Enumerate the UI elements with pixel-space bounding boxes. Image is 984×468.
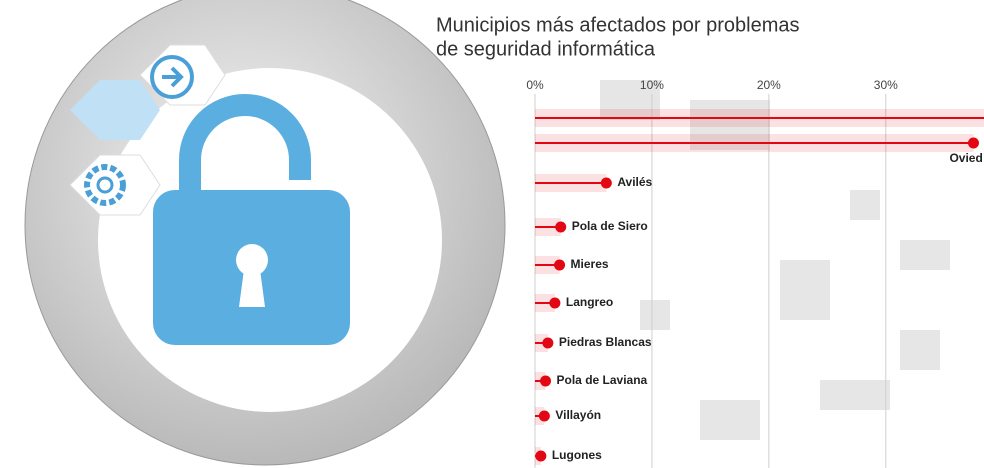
category-label: Villayón: [555, 408, 601, 422]
category-label: Piedras Blancas: [559, 335, 652, 349]
dot: [535, 450, 547, 462]
dot: [542, 337, 554, 349]
x-tick-label: 20%: [757, 78, 781, 92]
category-label: Mieres: [571, 257, 609, 271]
chart-title: de seguridad informática: [436, 38, 656, 60]
illustration: [24, 0, 506, 466]
chart-title: Municipios más afectados por problemas: [436, 14, 800, 36]
x-tick-label: 30%: [874, 78, 898, 92]
dot: [554, 259, 566, 271]
dot: [600, 177, 612, 189]
category-label: Pola de Laviana: [557, 373, 648, 387]
dot: [967, 137, 979, 149]
dot: [540, 375, 552, 387]
decoration: [600, 80, 950, 440]
category-label: Avilés: [617, 175, 652, 189]
dot: [549, 297, 561, 309]
category-label: Lugones: [552, 448, 602, 462]
dot: [538, 410, 550, 422]
category-label: Langreo: [566, 295, 613, 309]
category-label: Pola de Siero: [572, 219, 648, 233]
dot: [555, 221, 567, 233]
x-tick-label: 0%: [526, 78, 544, 92]
category-label: Ovied: [949, 151, 982, 165]
x-tick-label: 10%: [640, 78, 664, 92]
